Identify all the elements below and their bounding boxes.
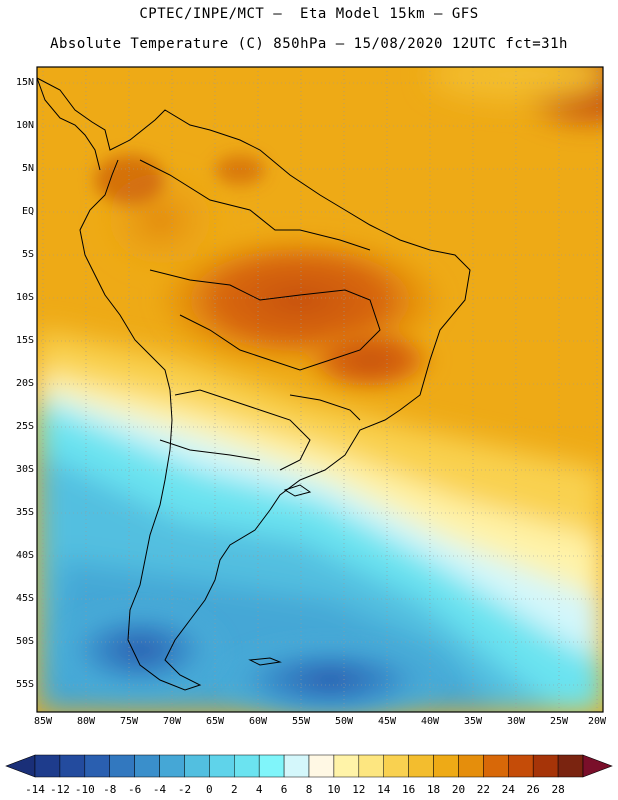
lon-label: 35W [463, 716, 483, 727]
colorbar-tick-label: -4 [152, 783, 167, 796]
colorbar-tick-label: 8 [305, 783, 313, 796]
colorbar-tick-label: 18 [426, 783, 441, 796]
colorbar-swatch [408, 754, 434, 778]
colorbar-tick-label: 2 [230, 783, 238, 796]
lat-label: 45S [15, 593, 34, 604]
colorbar-swatch [159, 754, 185, 778]
colorbar-swatch [209, 754, 235, 778]
title-line-2: Absolute Temperature (C) 850hPa – 15/08/… [50, 36, 568, 52]
lat-label: 5S [21, 249, 34, 260]
lon-label: 60W [248, 716, 268, 727]
colorbar-tick-label: 20 [451, 783, 466, 796]
colorbar-tick-label: -14 [25, 783, 45, 796]
lat-label: 50S [15, 636, 34, 647]
lat-label: 35S [15, 507, 34, 518]
coastlines [37, 77, 471, 691]
colorbar-swatch [109, 754, 135, 778]
lon-label: 55W [291, 716, 311, 727]
lon-label: 40W [420, 716, 440, 727]
lon-label: 30W [506, 716, 526, 727]
colorbar-tick-label: 28 [551, 783, 565, 796]
colorbar-tick-label: 10 [327, 783, 341, 796]
colorbar-tick-label: -6 [128, 783, 142, 796]
lon-label: 50W [334, 716, 354, 727]
colorbar-swatch [59, 754, 86, 778]
colorbar-swatch [283, 754, 310, 778]
lat-label: 25S [15, 421, 34, 432]
lat-label: 15N [15, 77, 34, 88]
colorbar-swatch [383, 754, 409, 778]
colorbar-tick-label: 12 [352, 783, 366, 796]
colorbar-tick-label: 14 [377, 783, 391, 796]
colorbar-swatch [308, 754, 335, 778]
lon-label: 20W [587, 716, 607, 727]
lon-label: 80W [76, 716, 96, 727]
colorbar-swatch [557, 754, 584, 778]
lon-label: 25W [549, 716, 569, 727]
colorbar-swatch [458, 754, 484, 778]
colorbar-swatch [333, 754, 360, 778]
lon-label: 85W [33, 716, 53, 727]
colorbar-swatch [184, 754, 210, 778]
colorbar-swatch [34, 754, 61, 778]
temperature-field [37, 67, 603, 712]
colorbar-tick-label: 0 [206, 783, 213, 796]
colorbar-swatch [134, 754, 160, 778]
lon-label: 65W [205, 716, 225, 727]
colorbar-tick-label: 22 [476, 783, 490, 796]
lon-label: 45W [377, 716, 397, 727]
colorbar-swatch [234, 754, 260, 778]
colorbar-swatch [84, 754, 110, 778]
colorbar-swatch [483, 754, 509, 778]
colorbar-tick-label: -10 [74, 783, 95, 796]
colorbar-swatch [532, 754, 559, 778]
lat-label: 55S [15, 679, 34, 690]
colorbar-under-arrow [5, 754, 36, 778]
colorbar-tick-label: 4 [255, 783, 263, 796]
lat-label: 5N [21, 163, 34, 174]
lon-label: 75W [119, 716, 139, 727]
colorbar-swatch [508, 754, 534, 778]
colorbar-tick-label: 16 [402, 783, 416, 796]
colorbar-tick-label: 6 [280, 783, 288, 796]
colorbar-tick-label: -12 [49, 783, 70, 796]
title-line-1: CPTEC/INPE/MCT – Eta Model 15km – GFS [139, 6, 479, 22]
lat-label: 30S [15, 464, 34, 475]
lat-label: EQ [21, 206, 34, 217]
colorbar-tick-label: 24 [501, 783, 515, 796]
lat-label: 40S [15, 550, 34, 561]
colorbar-tick-label: 26 [526, 783, 540, 796]
lat-label: 20S [15, 378, 34, 389]
colorbar-swatch [433, 754, 459, 778]
colorbar-over-arrow [582, 754, 613, 778]
map-frame [36, 66, 604, 713]
lat-label: 10S [15, 292, 34, 303]
colorbar [5, 754, 613, 778]
lon-label: 70W [162, 716, 182, 727]
colorbar-swatch [258, 754, 285, 778]
colorbar-tick-label: -2 [177, 783, 192, 796]
lat-label: 10N [15, 120, 34, 131]
colorbar-tick-label: -8 [103, 783, 117, 796]
lat-label: 15S [15, 335, 34, 346]
colorbar-swatch [358, 754, 384, 778]
